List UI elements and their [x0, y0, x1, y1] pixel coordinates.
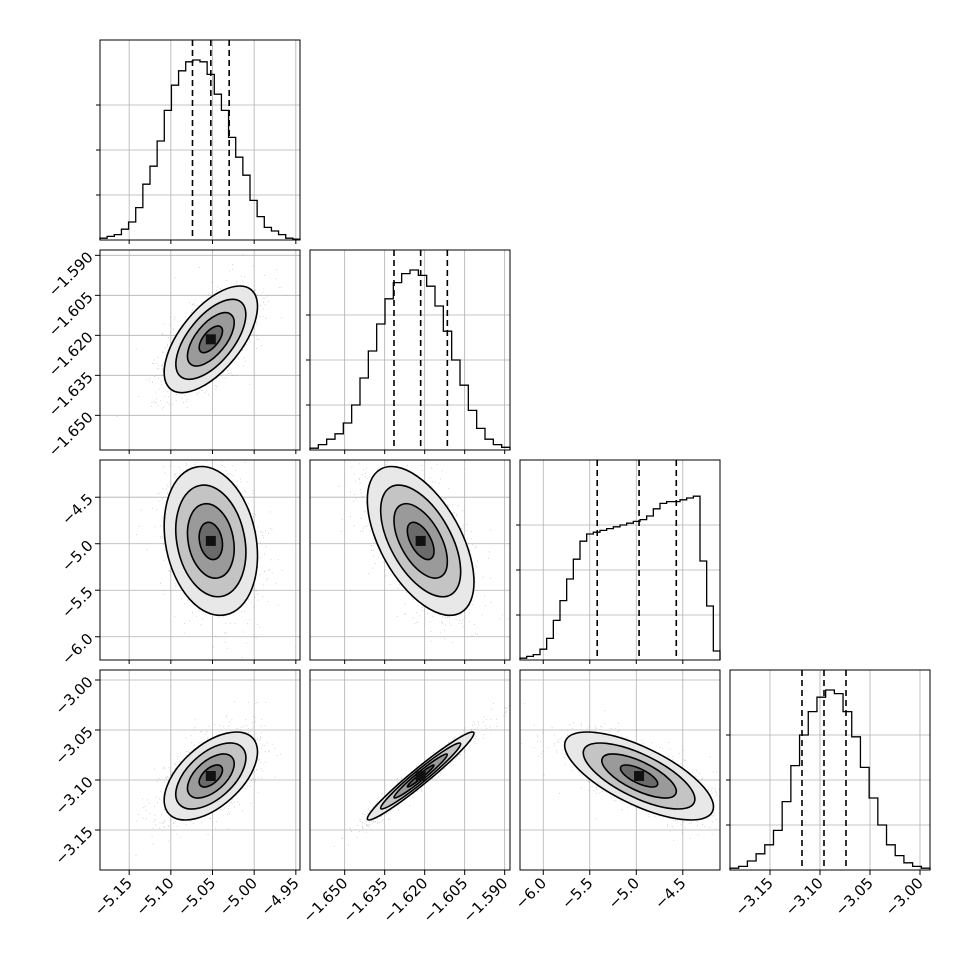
x-tick-label: −3.10	[782, 874, 827, 919]
density-peak	[415, 535, 426, 546]
histogram-panel-2	[516, 459, 721, 661]
x-tick-label: −3.05	[832, 874, 877, 919]
histogram-panel-1	[306, 249, 511, 451]
histogram-steps	[729, 689, 931, 870]
x-tick-label: −3.00	[882, 874, 927, 919]
x-tick-label: −5.0	[605, 874, 643, 912]
panel-frame	[309, 669, 511, 871]
scatter-panel-2-3	[519, 669, 721, 871]
panel-frame	[519, 459, 721, 661]
x-tick-label: −3.15	[732, 874, 777, 919]
histogram-steps	[309, 269, 511, 450]
panel-frame	[729, 669, 931, 871]
density-peak	[205, 771, 216, 781]
y-tick-label: −5.5	[58, 583, 96, 621]
x-tick-label: −6.0	[512, 874, 550, 912]
panel-frame	[99, 669, 301, 871]
histogram-steps	[99, 59, 301, 240]
panel-frame	[99, 459, 301, 661]
y-tick-label: −1.590	[45, 248, 97, 300]
histogram-panel-0	[96, 39, 301, 241]
density-peak	[205, 334, 216, 345]
histogram-background	[100, 40, 300, 240]
histogram-background	[730, 670, 930, 870]
density-peak	[205, 535, 216, 546]
x-tick-label: −4.95	[257, 874, 302, 919]
panel-frame	[99, 249, 301, 451]
histogram-steps	[519, 495, 721, 660]
density-peak	[634, 771, 645, 781]
panel-frame	[309, 459, 511, 661]
panel-background	[310, 670, 510, 870]
density-peak	[415, 771, 426, 781]
scatter-panel-0-2	[99, 459, 301, 661]
scatter-panel-1-3	[309, 669, 511, 871]
x-tick-label: −5.10	[132, 874, 177, 919]
histogram-background	[310, 250, 510, 450]
x-tick-label: −5.05	[174, 874, 219, 919]
x-tick-label: −1.590	[460, 874, 512, 926]
scatter-panel-0-1	[99, 249, 301, 451]
y-tick-label: −3.10	[51, 773, 96, 818]
x-tick-label: −4.5	[651, 874, 689, 912]
y-tick-label: −5.0	[58, 537, 96, 575]
x-tick-label: −5.00	[216, 874, 261, 919]
scatter-panel-1-2	[309, 459, 511, 661]
scatter-panel-0-3	[99, 669, 301, 871]
y-tick-label: −4.5	[58, 490, 96, 528]
histogram-panel-3	[726, 669, 931, 871]
y-tick-label: −3.00	[51, 673, 96, 718]
scatter-points	[135, 701, 281, 856]
y-tick-label: −3.15	[51, 823, 96, 868]
x-tick-label: −5.15	[91, 874, 136, 919]
histogram-background	[520, 460, 720, 660]
x-tick-label: −5.5	[558, 874, 596, 912]
panel-frame	[99, 39, 301, 241]
y-tick-label: −3.05	[51, 723, 96, 768]
panel-frame	[519, 669, 721, 871]
y-tick-label: −6.0	[58, 630, 96, 668]
panel-frame	[309, 249, 511, 451]
